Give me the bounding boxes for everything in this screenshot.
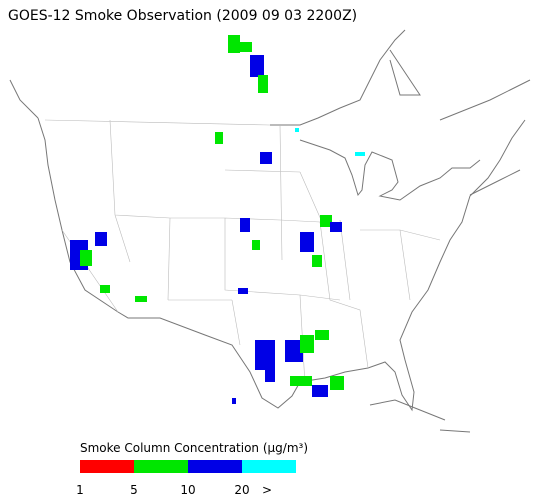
legend-label: 5	[130, 483, 138, 497]
legend-label: >	[262, 483, 272, 497]
map	[9, 29, 531, 433]
canada	[9, 29, 531, 196]
smoke-patches	[70, 35, 365, 404]
legend-label: 10	[180, 483, 195, 497]
legend-swatch	[242, 460, 296, 473]
legend-swatch	[188, 460, 242, 473]
legend: 1 5 10 20 >	[76, 460, 296, 497]
coastline	[37, 117, 526, 412]
map-title: GOES-12 Smoke Observation (2009 09 03 22…	[8, 8, 357, 24]
legend-label: 1	[76, 483, 84, 497]
legend-title: Smoke Column Concentration (μg/m³)	[80, 441, 308, 455]
caribbean	[369, 399, 471, 433]
legend-swatch	[134, 460, 188, 473]
great-lakes	[299, 139, 481, 201]
legend-swatch	[80, 460, 134, 473]
legend-label: 20	[234, 483, 249, 497]
state-lines	[44, 119, 441, 386]
